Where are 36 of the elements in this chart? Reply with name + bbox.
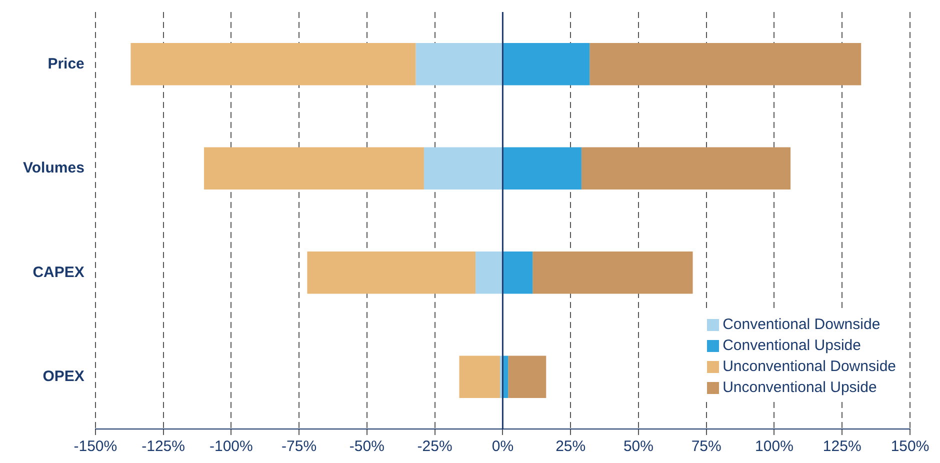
x-tick-label: -125% (142, 438, 185, 456)
bar (204, 147, 424, 190)
legend-label: Conventional Downside (722, 316, 880, 333)
x-tick-label: -100% (209, 438, 253, 456)
x-tick-label: -25% (417, 438, 452, 456)
y-tick-label: Volumes (23, 160, 84, 177)
bar (581, 147, 791, 190)
x-tick-label: 150% (890, 438, 930, 456)
x-tick-label: -50% (349, 438, 384, 456)
x-tick-label: 50% (623, 438, 654, 456)
bar (503, 147, 582, 190)
bar (416, 43, 502, 86)
y-tick-label: Price (48, 55, 84, 72)
bar (503, 43, 590, 86)
bar (590, 43, 862, 86)
bar (500, 356, 502, 398)
legend-label: Conventional Upside (722, 337, 861, 354)
bar (459, 356, 500, 398)
y-tick-label: CAPEX (32, 264, 84, 281)
bar (508, 356, 546, 398)
x-tick-label: 75% (691, 438, 722, 456)
x-tick-label: 125% (822, 438, 862, 456)
bar (476, 252, 502, 294)
x-tick-label: -75% (282, 438, 317, 456)
bar (130, 43, 416, 86)
bar (532, 252, 693, 294)
y-tick-label: OPEX (42, 368, 84, 386)
legend-label: Unconventional Upside (722, 379, 877, 396)
bar (307, 252, 476, 294)
x-tick-label: -150% (74, 438, 118, 456)
x-tick-label: 0% (492, 438, 514, 456)
bar (503, 252, 533, 294)
bar (424, 147, 502, 190)
legend-label: Unconventional Downside (722, 358, 896, 375)
x-tick-label: 25% (556, 438, 586, 456)
x-tick-label: 100% (755, 438, 794, 456)
